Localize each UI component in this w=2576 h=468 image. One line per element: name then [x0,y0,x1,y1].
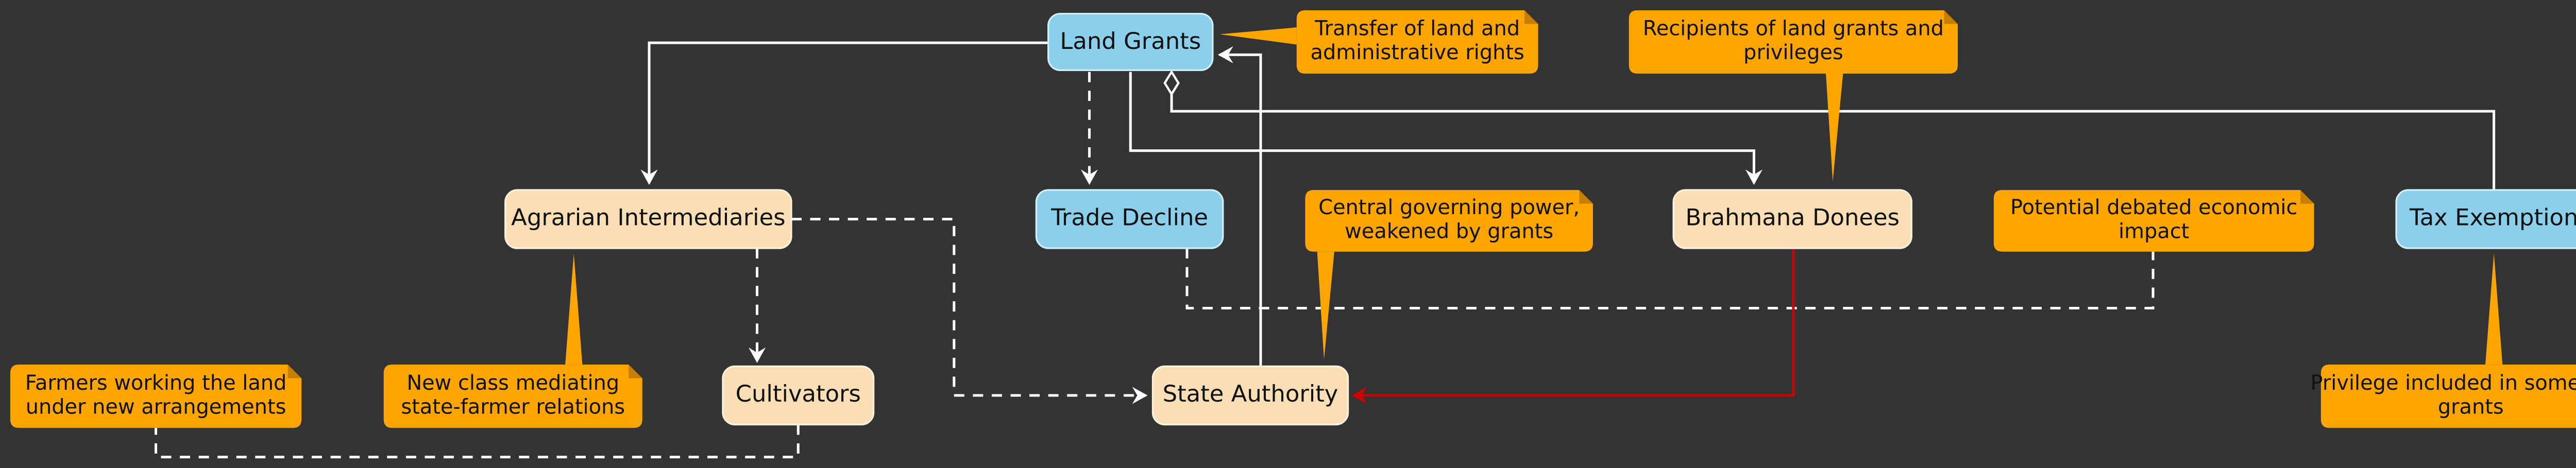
note-fold [1944,10,1958,24]
note-text: impact [2119,220,2189,244]
note-tail [2485,253,2503,365]
node-label: State Authority [1163,380,1338,407]
node: Agrarian Intermediaries [504,189,792,249]
note-text: Recipients of land grants and [1643,17,1944,41]
note-text: administrative rights [1310,41,1524,64]
edge [1217,46,1262,367]
note-text: Central governing power, [1318,196,1580,219]
note-tail [1219,27,1297,45]
note-text: grants [2438,395,2504,419]
note-text: Privilege included in some land [2311,371,2576,395]
note-box [1993,190,2314,252]
node-label: Brahmana Donees [1685,204,1900,231]
note-box [2320,365,2576,428]
note-text: privileges [1743,41,1843,64]
diamond [1163,70,1180,97]
node-label: Land Grants [1060,27,1201,55]
note-fold [629,365,642,378]
note-fold [1579,190,1593,204]
node: Cultivators [722,365,875,426]
note-box [1305,190,1593,252]
note-box [1629,10,1958,74]
edge [791,218,1148,404]
note-text: state-farmer relations [401,395,625,419]
note-tail [565,253,583,365]
node: Trade Decline [1035,189,1224,249]
note-fold [1524,10,1538,24]
node-label: Cultivators [736,380,861,407]
node-label: Trade Decline [1050,204,1208,231]
edge [1351,248,1795,404]
note-text: Transfer of land and [1314,17,1520,41]
note-tail [1317,251,1334,360]
note-box [10,365,302,428]
note-text: under new arrangements [26,395,286,419]
note-fold [287,365,302,378]
node: Land Grants [1047,12,1214,71]
note: Central governing power,weakened by gran… [1305,190,1593,252]
node: State Authority [1151,365,1349,426]
note-tail [1826,73,1843,182]
note-box [1296,10,1538,74]
note-fold [2300,190,2314,204]
edge [1129,72,1763,185]
node-label: Agrarian Intermediaries [511,204,785,231]
node-label: Tax Exemption [2409,204,2576,231]
node: Brahmana Donees [1672,189,1912,249]
node: Tax Exemption [2395,189,2576,249]
note-text: Farmers working the land [25,371,287,395]
note-text: weakened by grants [1345,220,1553,244]
edge [640,41,1048,185]
note-box [383,365,642,428]
note-text: New class mediating [406,371,619,395]
note-text: Potential debated economic [2010,196,2297,219]
